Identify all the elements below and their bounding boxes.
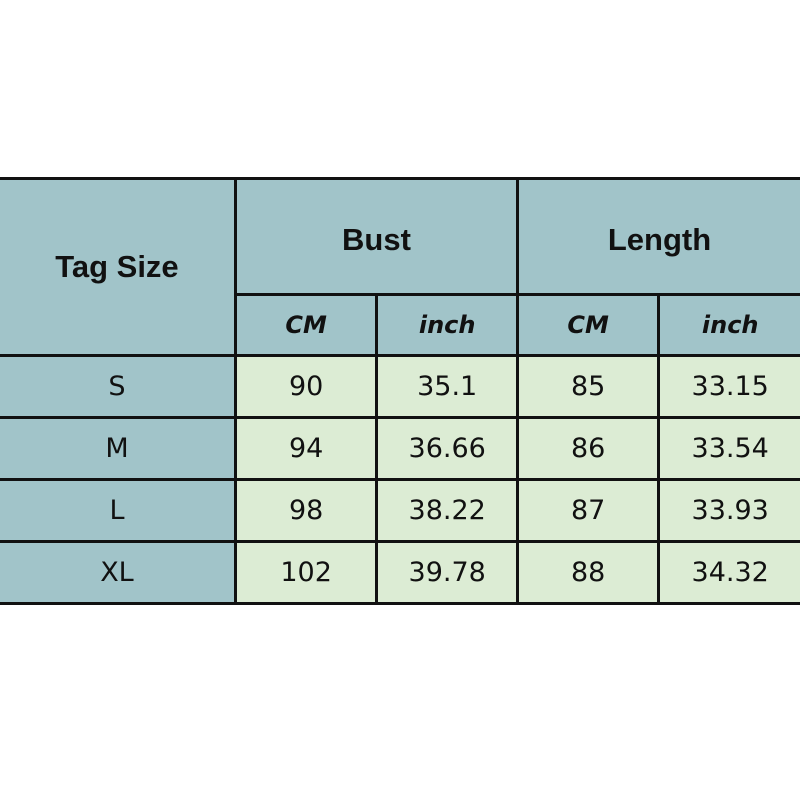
value-cell: 36.66 <box>375 416 519 481</box>
size-cell: L <box>0 478 237 543</box>
value-cell: 86 <box>515 416 661 481</box>
size-cell: XL <box>0 540 237 605</box>
value-cell: 33.93 <box>657 478 800 543</box>
size-chart-table: Tag Size Bust Length CM inch CM inch S 9… <box>0 177 800 605</box>
unit-header: inch <box>657 293 800 357</box>
value-cell: 39.78 <box>375 540 519 605</box>
value-cell: 87 <box>515 478 661 543</box>
tag-size-header: Tag Size <box>0 177 237 357</box>
size-cell: S <box>0 354 237 419</box>
value-cell: 94 <box>233 416 379 481</box>
table-row: S 90 35.1 85 33.15 <box>0 354 800 419</box>
value-cell: 35.1 <box>375 354 519 419</box>
table-row: M 94 36.66 86 33.54 <box>0 416 800 481</box>
value-cell: 38.22 <box>375 478 519 543</box>
bust-header: Bust <box>233 177 519 296</box>
value-cell: 98 <box>233 478 379 543</box>
value-cell: 33.54 <box>657 416 800 481</box>
value-cell: 102 <box>233 540 379 605</box>
length-header: Length <box>515 177 800 296</box>
value-cell: 88 <box>515 540 661 605</box>
unit-header: inch <box>375 293 519 357</box>
unit-header: CM <box>233 293 379 357</box>
value-cell: 85 <box>515 354 661 419</box>
size-cell: M <box>0 416 237 481</box>
unit-header: CM <box>515 293 661 357</box>
value-cell: 90 <box>233 354 379 419</box>
table-row: L 98 38.22 87 33.93 <box>0 478 800 543</box>
value-cell: 34.32 <box>657 540 800 605</box>
table-row: XL 102 39.78 88 34.32 <box>0 540 800 605</box>
value-cell: 33.15 <box>657 354 800 419</box>
